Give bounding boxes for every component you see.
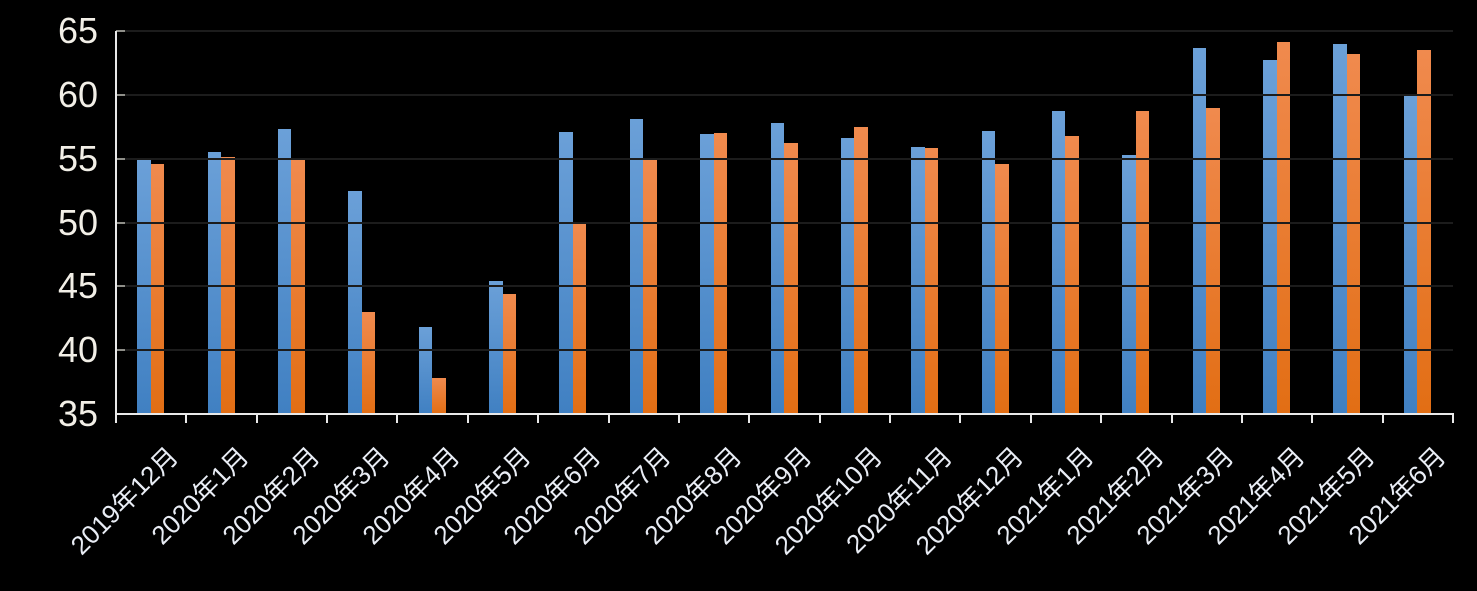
- gridline: [116, 285, 1453, 288]
- x-axis-line: [115, 413, 1454, 415]
- x-tick: [818, 414, 821, 423]
- bar-orange-series: [784, 143, 798, 414]
- x-tick: [255, 414, 258, 423]
- y-tick: [116, 93, 125, 96]
- bar-blue-series: [1051, 111, 1066, 414]
- bar-blue-series: [1263, 60, 1277, 414]
- x-tick: [677, 414, 680, 423]
- x-tick: [1381, 414, 1384, 423]
- y-axis-label: 55: [57, 137, 98, 179]
- bar-orange-series: [1346, 53, 1361, 414]
- bar-blue-series: [700, 134, 714, 414]
- gridline: [116, 349, 1453, 352]
- y-axis-label: 50: [57, 201, 98, 243]
- y-tick: [116, 157, 125, 160]
- bar-blue-series: [1403, 93, 1418, 414]
- bar-orange-series: [924, 148, 939, 414]
- bar-orange-series: [432, 378, 446, 414]
- bar-orange-series: [1206, 107, 1220, 414]
- y-axis-label: 35: [57, 393, 98, 434]
- y-tick: [116, 221, 125, 224]
- x-tick: [959, 414, 962, 423]
- bar-blue-series: [207, 152, 222, 414]
- bar-blue-series: [911, 147, 925, 414]
- bar-blue-series: [418, 327, 433, 414]
- x-tick: [115, 414, 117, 423]
- bar-orange-series: [995, 163, 1009, 414]
- y-axis-label: 45: [57, 265, 98, 307]
- y-tick: [116, 349, 125, 352]
- gridline: [116, 221, 1453, 224]
- x-tick: [889, 414, 892, 423]
- x-tick: [1311, 414, 1314, 423]
- gridline: [116, 30, 1453, 32]
- bar-orange-series: [713, 133, 728, 414]
- x-tick: [607, 414, 610, 423]
- y-tick: [116, 285, 125, 288]
- bar-orange-series: [1135, 111, 1150, 414]
- bar-orange-series: [854, 126, 868, 414]
- y-axis-line: [115, 31, 117, 415]
- x-tick: [185, 414, 188, 423]
- gridline: [116, 93, 1453, 96]
- bar-orange-series: [1276, 42, 1291, 414]
- x-tick: [466, 414, 469, 423]
- x-tick: [1240, 414, 1243, 423]
- bar-blue-series: [629, 119, 644, 414]
- x-tick: [326, 414, 329, 423]
- bar-blue-series: [1192, 47, 1207, 414]
- bar-blue-series: [981, 130, 996, 414]
- bar-orange-series: [1065, 135, 1079, 414]
- bar-blue-series: [559, 131, 573, 414]
- bar-blue-series: [489, 281, 503, 414]
- y-axis-label: 65: [57, 10, 98, 51]
- x-tick: [1170, 414, 1173, 423]
- y-tick: [116, 30, 125, 32]
- bar-blue-series: [1333, 43, 1347, 414]
- bar-orange-series: [502, 293, 517, 414]
- gridline: [116, 157, 1453, 160]
- x-tick: [1100, 414, 1103, 423]
- bar-blue-series: [277, 129, 292, 414]
- x-tick: [537, 414, 540, 423]
- bar-blue-series: [348, 190, 362, 414]
- x-tick: [1029, 414, 1032, 423]
- x-tick: [1452, 414, 1454, 423]
- y-axis-label: 60: [57, 73, 98, 115]
- bar-orange-series: [572, 222, 587, 414]
- bar-orange-series: [1417, 50, 1431, 414]
- bar-orange-series: [150, 163, 165, 414]
- bar-blue-series: [770, 122, 784, 414]
- x-tick: [396, 414, 399, 423]
- y-axis-label: 40: [57, 329, 98, 371]
- bar-orange-series: [361, 311, 376, 414]
- bar-blue-series: [840, 138, 855, 414]
- x-tick: [748, 414, 751, 423]
